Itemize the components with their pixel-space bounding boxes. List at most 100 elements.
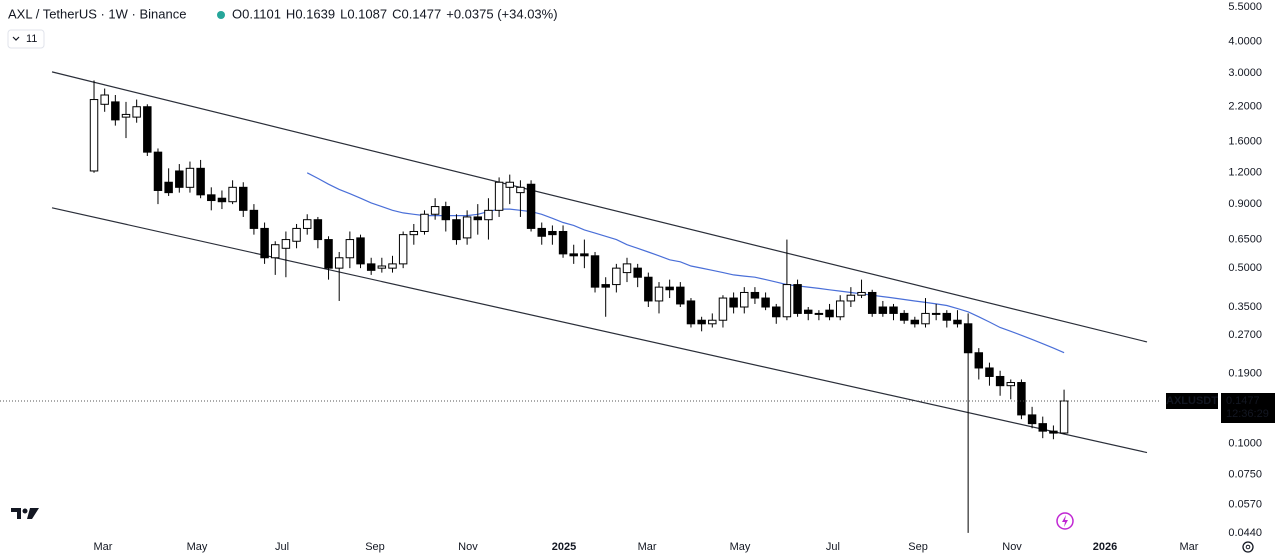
indicator-count: 11 [26, 33, 37, 45]
trend-line [51, 71, 1148, 343]
indicator-toggle[interactable] [7, 29, 45, 49]
candle-body [526, 183, 536, 229]
candle-body [633, 267, 642, 278]
candle-body [729, 297, 738, 308]
status-dot [217, 11, 225, 19]
candle-body [1038, 423, 1047, 432]
candle-body [164, 181, 173, 194]
candle-body [601, 284, 610, 288]
candle-body [1027, 414, 1037, 425]
candle-body [249, 209, 259, 229]
candle-body [388, 263, 397, 269]
moving-average [306, 172, 1065, 354]
x-tick-label: May [730, 541, 751, 553]
candle-body [846, 294, 856, 302]
candle-body [207, 194, 216, 202]
ohlc-legend: O 0.1101 H 0.1639 L 0.1087 C 0.1477 +0.0375 (+34… [232, 6, 558, 21]
candle-body [260, 227, 269, 259]
candle-body [708, 319, 717, 325]
chevron-icon [12, 36, 20, 41]
candle-body [121, 113, 131, 118]
symbol-badge [1166, 392, 1218, 409]
candle-body [196, 167, 205, 196]
candle-body [803, 309, 813, 314]
candle-body [281, 239, 291, 249]
ohlc-key: H [286, 6, 295, 21]
candle-body [782, 284, 792, 318]
candle-body [366, 263, 376, 271]
candle-body [793, 284, 802, 314]
x-tick-label: Nov [1002, 541, 1022, 553]
symbol-title[interactable]: AXL / TetherUS · 1W · Binance [8, 6, 186, 21]
tradingview-logo [11, 508, 39, 519]
candle-body [452, 219, 461, 241]
candle-body [644, 276, 653, 302]
candle-body [910, 319, 920, 325]
candle-body [345, 239, 355, 259]
candle-body [750, 291, 760, 299]
candle-body [718, 297, 728, 321]
y-tick-label: 2.2000 [1228, 101, 1262, 113]
x-tick-label: Sep [365, 541, 385, 553]
candle-body [441, 206, 451, 221]
candle-body [302, 219, 312, 229]
y-tick-label: 0.5000 [1228, 262, 1262, 274]
countdown-text: 12:36:29 [1226, 408, 1269, 420]
candle-body [239, 186, 248, 211]
price-badge [1221, 392, 1275, 423]
candle-body [974, 352, 984, 369]
candle-body [953, 319, 962, 325]
settings-icon[interactable] [1242, 541, 1254, 553]
candle-body [1059, 400, 1069, 434]
ohlc-key: O [232, 6, 242, 21]
candle-body [143, 106, 152, 153]
x-tick-label: Nov [458, 541, 478, 553]
y-tick-label: 0.9000 [1228, 198, 1262, 210]
candle-body [558, 230, 568, 255]
x-tick-label: Mar [93, 541, 112, 553]
candle-body [867, 291, 877, 314]
x-tick-label: 2026 [1093, 541, 1117, 553]
y-tick-label: 3.0000 [1228, 67, 1262, 79]
candle-body [185, 167, 195, 188]
candle-body [921, 312, 930, 325]
candle-body [537, 227, 546, 237]
candle-body [676, 286, 685, 305]
x-tick-label: Jul [275, 541, 289, 553]
candle-body [814, 312, 824, 315]
candle-body [942, 312, 952, 321]
candle-body [697, 319, 706, 325]
candle-body [1017, 382, 1026, 416]
x-tick-label: 2025 [552, 541, 576, 553]
candle-body [494, 181, 504, 211]
y-tick-label: 0.6500 [1228, 233, 1262, 245]
candle-body [985, 367, 994, 377]
candle-body [132, 106, 141, 118]
candle-body [995, 375, 1005, 387]
y-tick-label: 0.1900 [1228, 367, 1262, 379]
y-tick-label: 0.2700 [1228, 329, 1262, 341]
candle-body [292, 227, 301, 242]
candle-body [878, 306, 888, 314]
candle-body [153, 151, 163, 191]
candle-body [505, 181, 514, 188]
candle-body [430, 206, 440, 215]
candle-body [484, 209, 493, 221]
candle-body [409, 230, 419, 236]
y-tick-label: 1.2000 [1228, 167, 1262, 179]
lightning-icon[interactable] [1056, 512, 1074, 530]
candle-body [825, 309, 834, 318]
price-badge-text: 0.1477 [1226, 395, 1260, 407]
candle-body [569, 253, 578, 257]
x-tick-label: Mar [1180, 541, 1199, 553]
candle-body [377, 265, 387, 269]
x-tick-label: Mar [638, 541, 657, 553]
candle-body [313, 219, 323, 241]
candle-body [835, 300, 845, 318]
candle-body [473, 216, 483, 221]
candle-body [857, 291, 866, 296]
y-tick-label: 1.6000 [1228, 135, 1262, 147]
candle-body [516, 186, 525, 194]
